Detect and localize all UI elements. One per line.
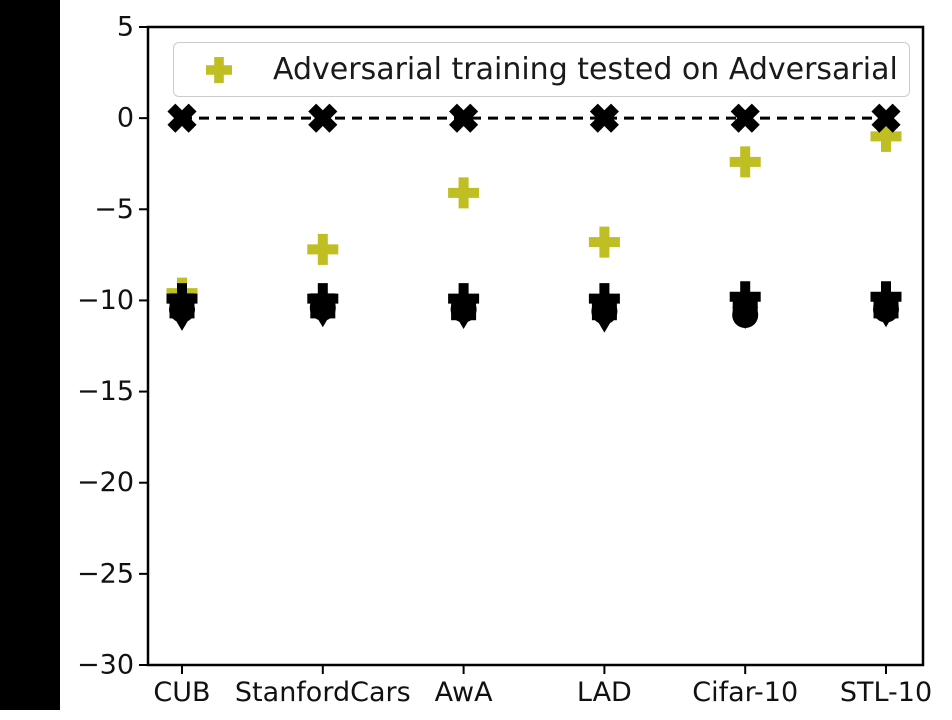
x-tick-label: CUB — [153, 677, 210, 708]
x-tick-label: StanfordCars — [235, 677, 411, 708]
x-tick-label: Cifar-10 — [692, 677, 798, 708]
legend-label: Adversarial training tested on Adversari… — [273, 51, 898, 87]
cluster-circle — [169, 294, 899, 329]
triangle-down-marker — [169, 308, 195, 331]
x-axis: CUB StanfordCars AwA LAD Cifar-10 STL-10 — [153, 665, 932, 708]
y-tick-label: 0 — [117, 103, 134, 134]
cluster-triangle-down — [169, 305, 899, 333]
triangle-down-marker — [309, 305, 336, 328]
triangle-down-marker — [732, 307, 759, 330]
y-tick-label: 5 — [117, 12, 134, 43]
plus-marker — [870, 120, 902, 152]
y-tick-label: −25 — [77, 558, 134, 589]
x-marker — [871, 103, 901, 133]
y-tick-label: −20 — [77, 467, 134, 498]
plus-marker — [307, 233, 339, 265]
plus-marker — [588, 226, 620, 258]
cluster-plus — [166, 281, 902, 315]
y-tick-label: −30 — [77, 650, 134, 681]
x-marker — [308, 103, 338, 133]
y-axis: 5 0 −5 −10 −15 −20 −25 −30 — [77, 12, 148, 681]
x-marker — [449, 103, 479, 133]
plus-marker — [729, 146, 761, 178]
y-tick-label: −10 — [77, 285, 134, 316]
y-tick-label: −15 — [77, 376, 134, 407]
y-tick-label: −5 — [94, 194, 134, 225]
x-marker — [730, 103, 760, 133]
x-tick-label: LAD — [577, 677, 632, 708]
cluster-square — [169, 293, 899, 321]
legend: Adversarial training tested on Adversari… — [173, 42, 910, 97]
zero-line-markers — [167, 103, 901, 133]
x-tick-label: AwA — [435, 677, 493, 708]
triangle-down-marker — [873, 305, 899, 328]
x-marker — [589, 103, 619, 133]
axes-frame — [146, 25, 925, 667]
left-black-bar — [0, 0, 60, 710]
x-tick-label: STL-10 — [840, 677, 932, 708]
series-markers — [166, 120, 902, 309]
triangle-down-marker — [450, 307, 477, 330]
triangle-down-marker — [591, 310, 618, 333]
plus-marker-icon — [206, 56, 232, 83]
plus-marker — [448, 177, 480, 209]
x-marker — [167, 103, 197, 133]
